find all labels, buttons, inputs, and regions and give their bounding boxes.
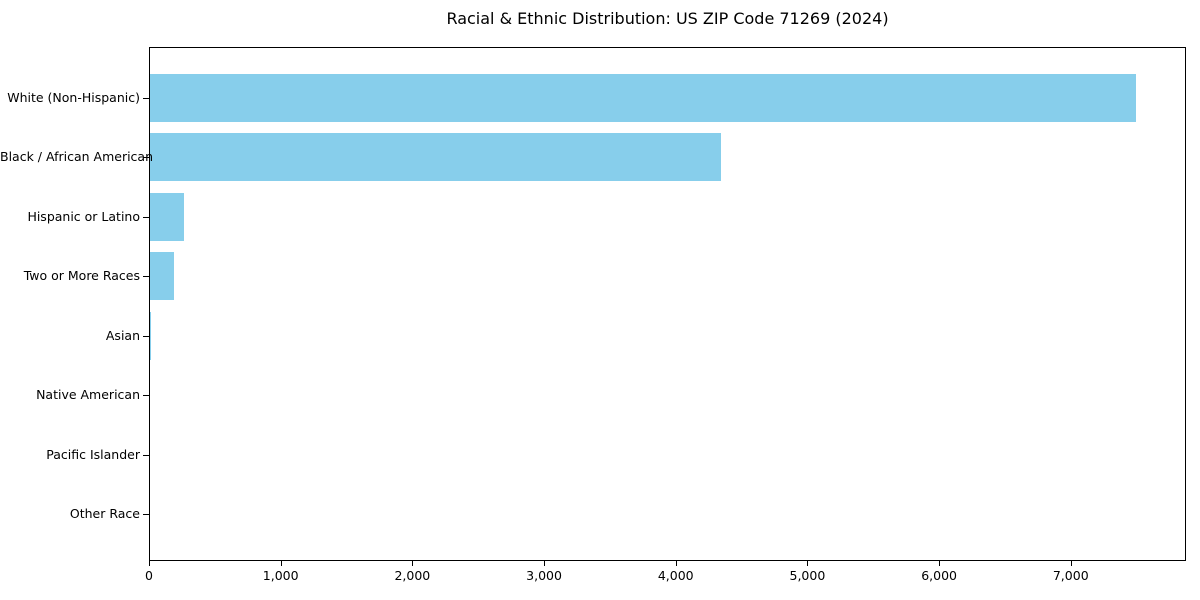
y-tick-label-asian: Asian (105, 327, 140, 343)
y-tick-label-hispanic-or-latino: Hispanic or Latino (27, 208, 140, 224)
y-tick-label-native-american: Native American (36, 387, 140, 403)
y-tick-mark (143, 157, 149, 159)
x-tick-label: 4,000 (657, 568, 694, 583)
bar-two-or-more-races (150, 252, 174, 301)
y-tick-label-pacific-islander: Pacific Islander (46, 446, 140, 462)
y-tick-mark (143, 514, 149, 516)
x-tick-label: 7,000 (1052, 568, 1089, 583)
bar-white-non-hispanic (150, 73, 1136, 122)
y-tick-mark (143, 276, 149, 278)
bar-black-african-american (150, 133, 722, 182)
y-tick-label-white-non-hispanic: White (Non-Hispanic) (7, 89, 140, 105)
x-tick-label: 2,000 (394, 568, 431, 583)
y-tick-mark (143, 335, 149, 337)
x-tick-mark (280, 561, 282, 566)
x-tick-mark (807, 561, 809, 566)
x-tick-label: 6,000 (921, 568, 957, 583)
plot-area (149, 47, 1186, 561)
x-tick-label: 1,000 (262, 568, 299, 583)
y-tick-label-other-race: Other Race (69, 506, 140, 522)
y-tick-mark (143, 395, 149, 397)
x-tick-mark (675, 561, 677, 566)
y-tick-mark (143, 216, 149, 218)
bar-asian (150, 311, 152, 360)
y-tick-mark (143, 454, 149, 456)
y-tick-mark (143, 97, 149, 99)
x-tick-label: 0 (145, 568, 153, 583)
x-tick-mark (412, 561, 414, 566)
x-tick-label: 5,000 (789, 568, 826, 583)
y-tick-label-black-african-american: Black / African American (0, 149, 154, 165)
bar-hispanic-or-latino (150, 192, 185, 241)
y-tick-label-two-or-more-races: Two or More Races (23, 268, 140, 284)
x-tick-mark (149, 561, 150, 566)
chart-title: Racial & Ethnic Distribution: US ZIP Cod… (446, 9, 889, 28)
x-tick-mark (1070, 561, 1072, 566)
x-tick-mark (544, 561, 546, 566)
x-tick-label: 3,000 (526, 568, 562, 583)
x-tick-mark (939, 561, 941, 566)
